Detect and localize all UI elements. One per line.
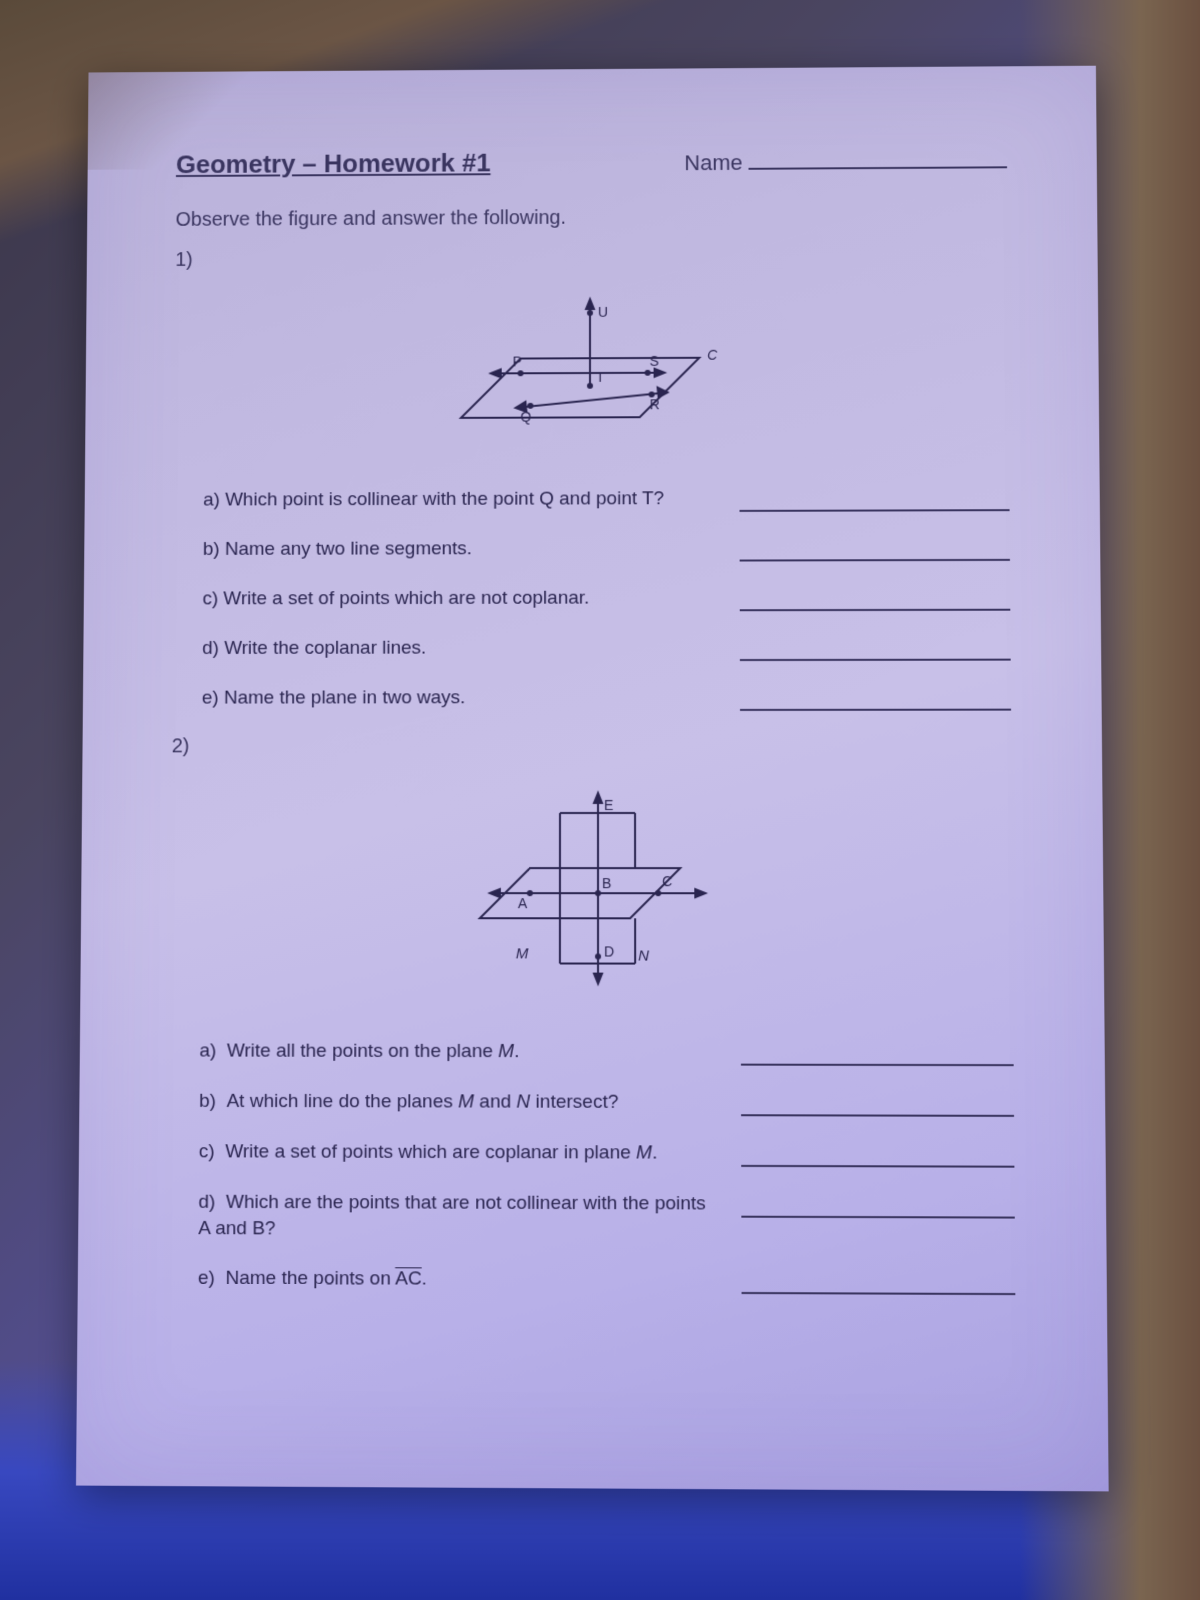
q-2b-text: b) At which line do the planes M and N i… bbox=[199, 1089, 721, 1116]
q-1b-blank[interactable] bbox=[740, 539, 1010, 562]
q-2d-text: d) Which are the points that are not col… bbox=[198, 1190, 721, 1244]
q-1a-blank[interactable] bbox=[739, 489, 1009, 512]
figure-1-svg: P Q T S R U C bbox=[421, 279, 759, 458]
svg-text:C: C bbox=[707, 347, 718, 363]
figure-1: P Q T S R U C bbox=[174, 277, 1009, 458]
svg-text:U: U bbox=[598, 304, 608, 320]
q-2c-text: c) Write a set of points which are copla… bbox=[199, 1139, 721, 1166]
q-2d-blank[interactable] bbox=[741, 1195, 1014, 1218]
q-1d-blank[interactable] bbox=[740, 639, 1011, 661]
q-1c-blank[interactable] bbox=[740, 589, 1011, 611]
q-1d-text: d) Write the coplanar lines. bbox=[202, 635, 720, 661]
svg-text:E: E bbox=[604, 797, 613, 813]
problem-2-questions: a) Write all the points on the plane M. … bbox=[198, 1038, 1016, 1295]
q-1b-text: b) Name any two line segments. bbox=[203, 536, 720, 563]
svg-text:D: D bbox=[604, 943, 614, 959]
q-2d: d) Which are the points that are not col… bbox=[198, 1190, 1015, 1245]
q-1a: a) Which point is collinear with the poi… bbox=[203, 485, 1009, 513]
q-1c: c) Write a set of points which are not c… bbox=[202, 585, 1010, 613]
figure-2: A B C D E M N bbox=[170, 768, 1013, 1010]
q-1b: b) Name any two line segments. bbox=[203, 535, 1010, 563]
q-1e-blank[interactable] bbox=[740, 689, 1011, 711]
figure-2-svg: A B C D E M N bbox=[420, 768, 761, 1009]
name-blank-line[interactable] bbox=[749, 166, 1008, 169]
problem-1-questions: a) Which point is collinear with the poi… bbox=[202, 485, 1011, 711]
q-2b-blank[interactable] bbox=[741, 1094, 1014, 1117]
q-2e: e) Name the points on AC. bbox=[198, 1266, 1016, 1296]
svg-text:S: S bbox=[650, 353, 659, 369]
name-label: Name bbox=[684, 150, 742, 175]
instruction-text: Observe the figure and answer the follow… bbox=[176, 205, 1008, 232]
name-field: Name bbox=[684, 149, 1007, 176]
svg-text:M: M bbox=[516, 946, 529, 962]
svg-text:R: R bbox=[650, 396, 660, 412]
q-1c-text: c) Write a set of points which are not c… bbox=[202, 585, 719, 612]
problem-1-number: 1) bbox=[175, 245, 1008, 272]
q-2e-text: e) Name the points on AC. bbox=[198, 1266, 721, 1294]
q-2e-blank[interactable] bbox=[741, 1272, 1015, 1295]
svg-text:N: N bbox=[638, 948, 649, 964]
svg-text:T: T bbox=[596, 369, 605, 385]
q-2a-text: a) Write all the points on the plane M. bbox=[199, 1038, 720, 1065]
q-2a: a) Write all the points on the plane M. bbox=[199, 1038, 1013, 1066]
header-row: Geometry – Homework #1 Name bbox=[176, 145, 1007, 180]
q-1d: d) Write the coplanar lines. bbox=[202, 635, 1011, 662]
svg-text:A: A bbox=[518, 895, 528, 911]
q-2c-blank[interactable] bbox=[741, 1145, 1014, 1168]
q-2b: b) At which line do the planes M and N i… bbox=[199, 1089, 1014, 1117]
svg-text:B: B bbox=[602, 875, 611, 891]
q-2c: c) Write a set of points which are copla… bbox=[199, 1139, 1015, 1168]
worksheet-title: Geometry – Homework #1 bbox=[176, 148, 491, 180]
svg-text:P: P bbox=[513, 353, 522, 369]
problem-2-number: 2) bbox=[172, 735, 1012, 759]
q-1e: e) Name the plane in two ways. bbox=[202, 685, 1011, 712]
svg-text:Q: Q bbox=[520, 409, 531, 425]
worksheet-paper: Geometry – Homework #1 Name Observe the … bbox=[76, 66, 1109, 1492]
q-1e-text: e) Name the plane in two ways. bbox=[202, 685, 720, 711]
q-2a-blank[interactable] bbox=[741, 1043, 1014, 1066]
q-1a-text: a) Which point is collinear with the poi… bbox=[203, 486, 719, 513]
svg-text:C: C bbox=[662, 873, 672, 889]
